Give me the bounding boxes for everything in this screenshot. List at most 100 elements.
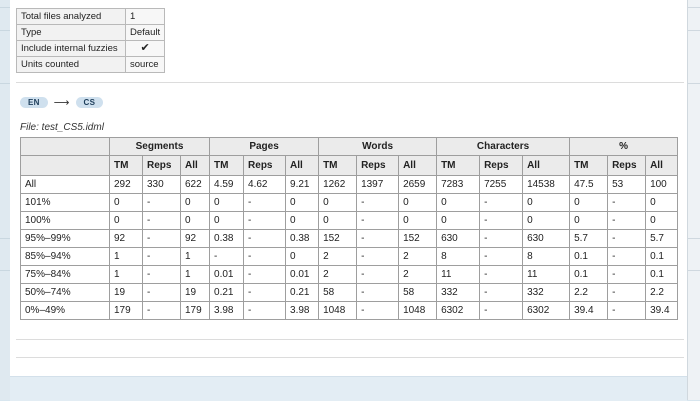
checkmark-icon: ✔	[140, 42, 150, 54]
table-cell: 0	[569, 211, 609, 230]
table-cell: 0	[318, 193, 358, 212]
subheader-cell: TM	[109, 155, 143, 176]
source-language-badge: EN	[20, 97, 48, 108]
table-cell: 0	[522, 211, 571, 230]
table-cell: 1	[109, 247, 143, 266]
table-cell: 2659	[398, 175, 438, 194]
table-cell: 630	[522, 229, 571, 248]
table-cell: 0	[109, 211, 143, 230]
table-cell: 0	[436, 211, 481, 230]
header-percent: %	[569, 137, 679, 156]
summary-value: Default	[124, 24, 166, 41]
table-cell: 332	[522, 283, 571, 302]
table-cell: -	[243, 229, 287, 248]
table-cell: 2.2	[569, 283, 609, 302]
table-cell: 2	[398, 265, 438, 284]
table-cell: 8	[436, 247, 481, 266]
subheader-cell: All	[179, 155, 211, 176]
row-label: All	[20, 175, 110, 194]
group-header-row: Segments Pages Words Characters %	[20, 137, 679, 156]
table-cell: 14538	[522, 175, 571, 194]
table-cell: 8	[522, 247, 571, 266]
table-cell: 0	[179, 193, 211, 212]
table-cell: -	[142, 247, 181, 266]
table-cell: 19	[179, 283, 211, 302]
table-cell: -	[479, 229, 524, 248]
header-segments: Segments	[108, 137, 211, 156]
table-cell: -	[142, 211, 181, 230]
table-cell: 0.21	[285, 283, 320, 302]
row-label: 50%–74%	[20, 283, 110, 302]
target-language-badge: CS	[75, 97, 104, 108]
table-row: 95%–99% 92-92 0.38-0.38 152-152 630-630 5.7-5…	[20, 229, 679, 248]
table-cell: 0.38	[285, 229, 320, 248]
summary-row-total-files: Total files analyzed 1	[16, 8, 166, 25]
table-cell: 0	[285, 211, 320, 230]
table-cell: 2.2	[645, 283, 679, 302]
table-cell: -	[356, 229, 400, 248]
subheader-cell: Reps	[356, 155, 400, 176]
corner-subheader	[20, 155, 110, 176]
table-cell: 1048	[398, 301, 438, 320]
table-cell: 3.98	[285, 301, 320, 320]
divider	[16, 339, 684, 340]
table-cell: -	[479, 283, 524, 302]
table-cell: 0	[398, 211, 438, 230]
subheader-cell: TM	[318, 155, 358, 176]
table-cell: 19	[109, 283, 143, 302]
table-cell: -	[243, 265, 287, 284]
summary-value: 1	[124, 8, 166, 25]
table-cell: -	[356, 211, 400, 230]
file-name-label: File: test_CS5.idml	[20, 122, 104, 133]
table-cell: -	[243, 301, 287, 320]
divider	[16, 82, 684, 83]
subheader-cell: Reps	[607, 155, 647, 176]
table-cell: 179	[109, 301, 143, 320]
table-cell: 4.62	[243, 175, 287, 194]
table-cell: -	[356, 283, 400, 302]
table-cell: -	[142, 283, 181, 302]
table-cell: -	[607, 265, 647, 284]
table-cell: -	[142, 265, 181, 284]
table-cell: 0.38	[209, 229, 245, 248]
table-row: 85%–94% 1-1- -0 2-2 8-8 0.1-0.1	[20, 247, 679, 266]
summary-value: ✔	[124, 40, 166, 57]
table-row: 50%–74% 19-19 0.21-0.21 58-58 332-332 2.2-2.2	[20, 283, 679, 302]
table-cell: 58	[398, 283, 438, 302]
summary-table: Total files analyzed 1 Type Default Incl…	[16, 8, 166, 73]
arrow-right-icon: ⟶	[53, 96, 70, 109]
table-cell: 0	[209, 211, 245, 230]
table-cell: 11	[522, 265, 571, 284]
header-pages: Pages	[209, 137, 320, 156]
table-cell: 179	[179, 301, 211, 320]
table-cell: 152	[398, 229, 438, 248]
table-cell: 6302	[436, 301, 481, 320]
table-cell: -	[142, 193, 181, 212]
table-cell: 47.5	[569, 175, 609, 194]
table-cell: -	[479, 211, 524, 230]
row-label: 101%	[20, 193, 110, 212]
summary-label: Include internal fuzzies	[16, 40, 126, 57]
table-cell: 5.7	[645, 229, 679, 248]
table-cell: 0	[645, 193, 679, 212]
table-cell: 100	[645, 175, 679, 194]
table-cell: -	[607, 193, 647, 212]
table-cell: 0	[569, 193, 609, 212]
subheader-cell: All	[645, 155, 679, 176]
table-cell: 5.7	[569, 229, 609, 248]
subheader-cell: TM	[209, 155, 245, 176]
summary-row-type: Type Default	[16, 24, 166, 41]
analysis-report-panel: Total files analyzed 1 Type Default Incl…	[10, 0, 687, 376]
language-pair: EN ⟶ CS	[20, 96, 104, 109]
table-cell: 9.21	[285, 175, 320, 194]
table-cell: 11	[436, 265, 481, 284]
table-cell: 622	[179, 175, 211, 194]
table-cell: 58	[318, 283, 358, 302]
table-cell: 39.4	[569, 301, 609, 320]
table-row: 100% 0-0 0-0 0-0 0-0 0-0	[20, 211, 679, 230]
summary-label: Total files analyzed	[16, 8, 126, 25]
table-cell: -	[243, 283, 287, 302]
table-row: 101% 0-0 0-0 0-0 0-0 0-0	[20, 193, 679, 212]
table-cell: -	[356, 247, 400, 266]
table-cell: 92	[109, 229, 143, 248]
